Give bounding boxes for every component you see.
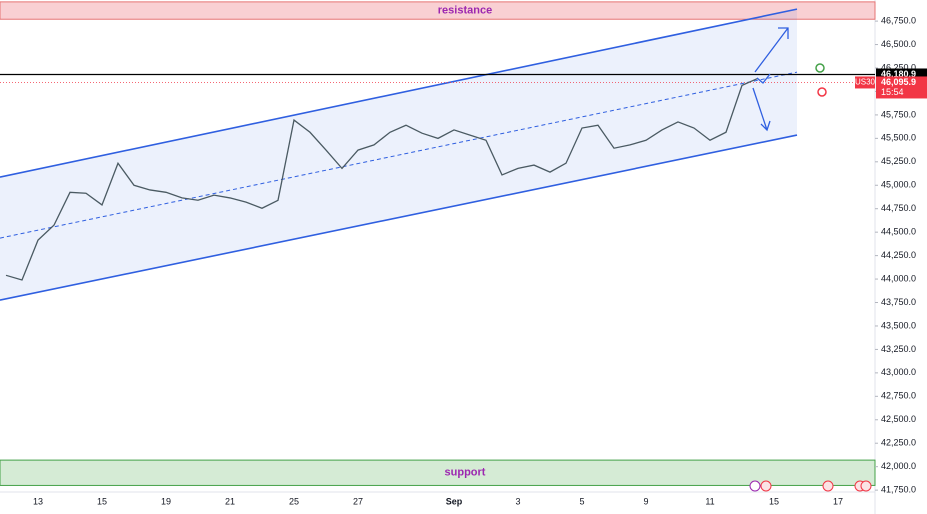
down-arrow	[752, 87, 771, 132]
marker-red	[817, 87, 827, 97]
x-tick-label: 27	[353, 496, 363, 506]
x-tick-label: 11	[705, 496, 714, 506]
y-tick-label: 43,500.0	[881, 320, 916, 330]
arrows	[752, 27, 789, 132]
channel-fill	[0, 9, 797, 301]
x-tick-label: 19	[161, 496, 171, 506]
price-line-series	[5, 77, 759, 281]
symbol-label: US30	[855, 78, 876, 87]
y-tick-label: 42,500.0	[881, 414, 916, 424]
event-icon	[760, 480, 772, 492]
channel-middle	[0, 71, 798, 239]
y-tick-label: 42,250.0	[881, 438, 916, 448]
x-tick-label: 15	[769, 496, 779, 506]
y-tick-label: 46,750.0	[881, 15, 916, 25]
x-tick-label: 25	[289, 496, 299, 506]
event-icon	[860, 480, 872, 492]
y-tick-label: 46,250.0	[881, 62, 916, 72]
x-tick-label: 13	[33, 496, 43, 506]
arrow-stub	[756, 73, 771, 84]
price-box	[876, 76, 927, 99]
y-tick-label: 44,250.0	[881, 250, 916, 260]
y-tick-label: 44,500.0	[881, 227, 916, 237]
marker-green	[815, 63, 825, 73]
x-tick-label: 17	[833, 496, 843, 506]
y-tick-label: 43,000.0	[881, 367, 916, 377]
zone	[0, 459, 876, 486]
x-tick-label: 21	[225, 496, 235, 506]
zone	[0, 1, 876, 20]
zone-label: resistance	[438, 4, 492, 16]
channel-lower	[0, 134, 798, 301]
y-tick-label: 42,750.0	[881, 391, 916, 401]
price-label: 46,095.9	[881, 77, 916, 87]
x-tick-label: 15	[97, 496, 107, 506]
y-tick-label: 45,500.0	[881, 133, 916, 143]
y-tick-label: 42,000.0	[881, 461, 916, 471]
x-tick-label: 9	[643, 496, 648, 506]
x-tick-label: 3	[515, 496, 520, 506]
event-icons	[749, 480, 872, 492]
y-tick-label: 44,750.0	[881, 203, 916, 213]
price-label: 46,180.9	[881, 69, 916, 79]
y-tick-label: 41,750.0	[881, 484, 916, 494]
event-icon	[822, 480, 834, 492]
symbol-box	[855, 76, 875, 89]
up-arrow	[754, 27, 789, 73]
channel-upper	[0, 8, 798, 178]
x-tick-label: 5	[579, 496, 584, 506]
x-tick-label: Sep	[446, 496, 463, 506]
y-tick-label: 44,000.0	[881, 273, 916, 283]
event-icon	[749, 480, 761, 492]
price-time: 15:54	[881, 87, 904, 97]
y-tick-label: 45,000.0	[881, 180, 916, 190]
y-tick-label: 45,750.0	[881, 109, 916, 119]
y-tick-label: 46,500.0	[881, 39, 916, 49]
y-tick-label: 43,250.0	[881, 344, 916, 354]
y-tick-label: 43,750.0	[881, 297, 916, 307]
y-tick-label: 45,250.0	[881, 156, 916, 166]
zone-label: support	[445, 467, 486, 479]
